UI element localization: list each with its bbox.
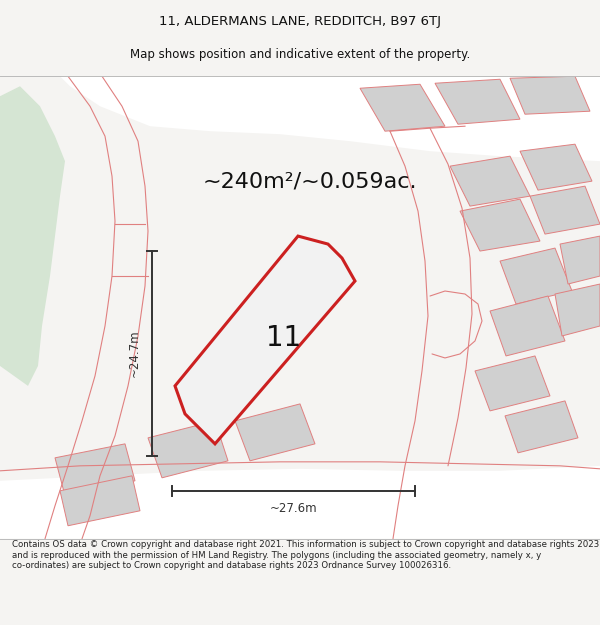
Polygon shape xyxy=(435,79,520,124)
Polygon shape xyxy=(175,236,355,444)
Polygon shape xyxy=(235,404,315,461)
Text: 11: 11 xyxy=(266,324,301,352)
Text: Contains OS data © Crown copyright and database right 2021. This information is : Contains OS data © Crown copyright and d… xyxy=(12,541,599,570)
Text: ~240m²/~0.059ac.: ~240m²/~0.059ac. xyxy=(203,171,417,191)
Polygon shape xyxy=(490,296,565,356)
Polygon shape xyxy=(60,476,140,526)
Text: ~27.6m: ~27.6m xyxy=(269,503,317,515)
Text: 11, ALDERMANS LANE, REDDITCH, B97 6TJ: 11, ALDERMANS LANE, REDDITCH, B97 6TJ xyxy=(159,15,441,28)
Text: Map shows position and indicative extent of the property.: Map shows position and indicative extent… xyxy=(130,48,470,61)
Polygon shape xyxy=(0,86,65,386)
Polygon shape xyxy=(55,444,135,496)
Polygon shape xyxy=(475,356,550,411)
Polygon shape xyxy=(520,144,592,190)
Polygon shape xyxy=(0,466,600,539)
Polygon shape xyxy=(530,186,600,234)
Polygon shape xyxy=(360,84,445,131)
Polygon shape xyxy=(60,76,600,161)
Polygon shape xyxy=(505,401,578,453)
Polygon shape xyxy=(500,248,572,304)
Polygon shape xyxy=(555,284,600,336)
Polygon shape xyxy=(510,76,590,114)
Polygon shape xyxy=(450,156,530,206)
Polygon shape xyxy=(148,421,228,478)
Polygon shape xyxy=(560,236,600,284)
Text: ~24.7m: ~24.7m xyxy=(128,329,140,378)
Polygon shape xyxy=(460,199,540,251)
